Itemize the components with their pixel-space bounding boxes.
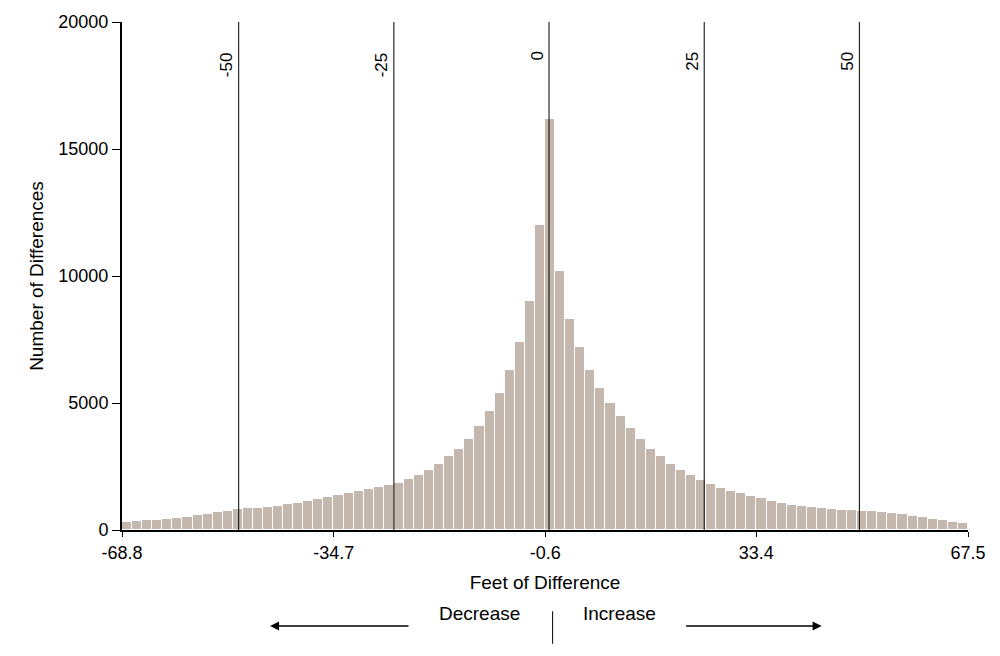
svg-text:-0.6: -0.6: [530, 543, 561, 563]
svg-text:0: 0: [98, 520, 108, 540]
svg-text:20000: 20000: [58, 12, 108, 32]
svg-text:-50: -50: [217, 53, 236, 78]
svg-text:Increase: Increase: [583, 603, 656, 624]
svg-text:10000: 10000: [58, 266, 108, 286]
svg-text:25: 25: [683, 52, 702, 71]
svg-text:0: 0: [528, 51, 547, 60]
svg-text:33.4: 33.4: [739, 543, 774, 563]
svg-text:Number of Differences: Number of Differences: [26, 181, 47, 371]
svg-text:15000: 15000: [58, 139, 108, 159]
svg-text:Feet of Difference: Feet of Difference: [470, 572, 621, 593]
svg-text:67.5: 67.5: [950, 543, 985, 563]
svg-text:Decrease: Decrease: [439, 603, 520, 624]
svg-text:5000: 5000: [68, 393, 108, 413]
svg-text:-34.7: -34.7: [313, 543, 354, 563]
svg-text:-68.8: -68.8: [101, 543, 142, 563]
svg-text:50: 50: [838, 52, 857, 71]
svg-text:-25: -25: [372, 53, 391, 78]
